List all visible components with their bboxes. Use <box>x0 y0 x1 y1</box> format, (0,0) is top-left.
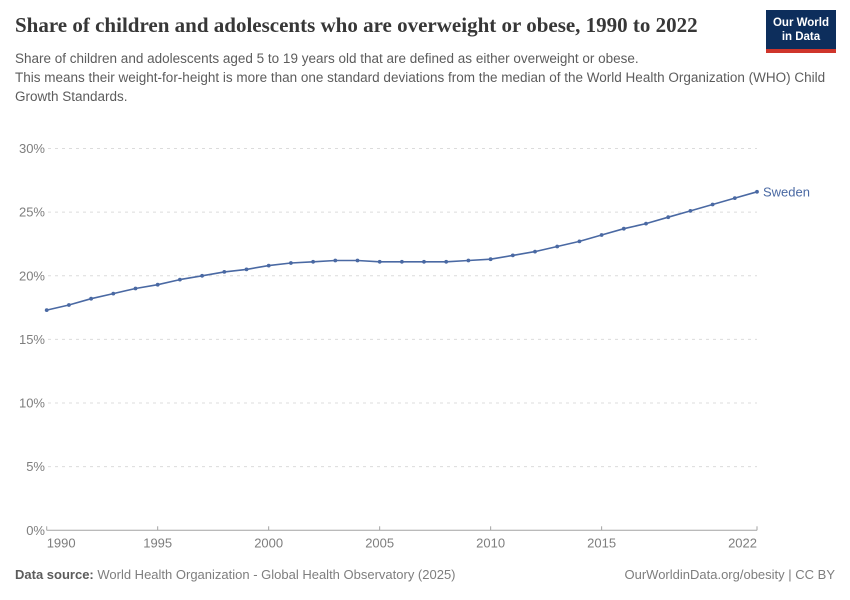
owid-logo[interactable]: Our World in Data <box>765 10 836 54</box>
chart-subtitle: Share of children and adolescents aged 5… <box>15 49 835 106</box>
owid-logo-line2: in Data <box>781 31 821 44</box>
data-point-2000 <box>266 263 271 268</box>
y-tick-label-10: 10% <box>19 396 45 411</box>
data-point-1999 <box>244 267 249 272</box>
data-point-2007 <box>422 259 426 264</box>
chart-footer: Data source: World Health Organization -… <box>15 567 835 582</box>
x-tick-label-1990: 1990 <box>47 535 76 550</box>
x-tick-label-2022: 2022 <box>728 535 757 550</box>
y-tick-label-15: 15% <box>19 332 45 347</box>
attribution-link[interactable]: OurWorldinData.org/obesity | CC BY <box>624 567 836 582</box>
data-point-2020 <box>710 202 715 207</box>
x-tick-label-2005: 2005 <box>365 535 394 550</box>
page-title: Share of children and adolescents who ar… <box>15 13 698 37</box>
data-point-2001 <box>289 261 293 265</box>
subtitle-line-1: Share of children and adolescents aged 5… <box>15 50 639 66</box>
data-point-2015 <box>599 233 604 237</box>
data-point-2013 <box>555 244 560 249</box>
y-tick-label-0: 0% <box>26 523 45 538</box>
data-point-1995 <box>155 282 160 287</box>
data-point-2002 <box>311 259 315 264</box>
x-tick-label-1995: 1995 <box>143 535 172 550</box>
data-point-2016 <box>621 226 626 231</box>
y-tick-label-30: 30% <box>19 141 45 156</box>
owid-logo-line1: Our World <box>772 17 829 29</box>
y-tick-label-20: 20% <box>19 268 45 283</box>
data-point-1997 <box>200 273 205 278</box>
subtitle-line-2: This means their weight-for-height is mo… <box>15 69 826 105</box>
data-point-2004 <box>355 258 360 263</box>
line-chart-svg: 0% 5% 10% 15% 20% 25% 30% 1990 1995 2000 2005 2010 2… <box>19 141 810 550</box>
series-line-sweden <box>45 191 758 311</box>
data-point-2011 <box>510 253 515 258</box>
data-point-1998 <box>222 270 227 274</box>
data-source-label: Data source: <box>15 567 94 582</box>
data-point-2017 <box>644 221 648 226</box>
data-point-1991 <box>67 303 71 307</box>
data-point-2006 <box>400 259 404 264</box>
data-point-1993 <box>111 291 116 296</box>
data-point-1994 <box>133 286 138 291</box>
x-tick-label-2010: 2010 <box>476 535 505 550</box>
data-source-note: Data source: World Health Organization -… <box>15 567 456 582</box>
data-point-2003 <box>333 258 338 263</box>
data-point-2018 <box>666 215 671 220</box>
y-tick-label-25: 25% <box>19 205 45 220</box>
data-point-2021 <box>732 196 737 200</box>
data-point-2022 <box>755 189 759 194</box>
data-source-value: World Health Organization - Global Healt… <box>93 567 456 582</box>
x-tick-label-2000: 2000 <box>254 535 283 550</box>
data-point-1990 <box>44 308 49 312</box>
data-point-2012 <box>533 249 537 254</box>
series-end-label: Sweden <box>763 184 810 199</box>
x-tick-label-2015: 2015 <box>587 535 616 550</box>
data-point-2008 <box>444 259 449 264</box>
data-point-2019 <box>688 209 693 213</box>
data-point-1992 <box>89 296 93 301</box>
line-chart-area: 0% 5% 10% 15% 20% 25% 30% 1990 1995 2000 2005 2010 2… <box>0 138 850 550</box>
data-point-2010 <box>488 257 493 262</box>
data-point-2014 <box>577 239 582 244</box>
data-point-2009 <box>466 258 471 263</box>
data-point-2005 <box>377 259 382 264</box>
data-point-1996 <box>178 277 182 282</box>
chart-header: Share of children and adolescents who ar… <box>15 12 835 106</box>
y-tick-label-5: 5% <box>26 459 45 474</box>
